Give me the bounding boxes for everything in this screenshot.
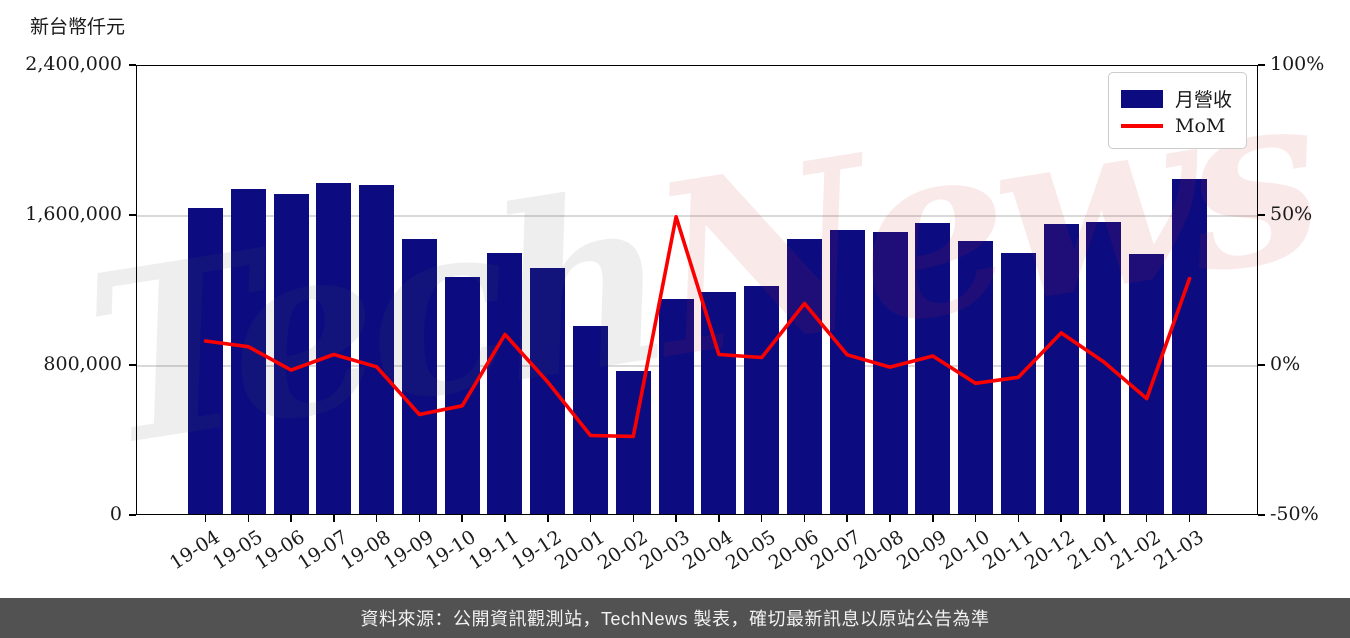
- left-tick-1,600,000: [129, 214, 136, 216]
- x-tick-19-07: [333, 515, 335, 522]
- x-tick-20-01: [589, 515, 592, 522]
- footer-source-text: 資料來源：公開資訊觀測站，TechNews 製表，確切最新訊息以原站公告為準: [360, 609, 990, 629]
- x-tick-19-09: [418, 515, 421, 522]
- bar-19-10: [444, 276, 480, 515]
- bar-20-05: [744, 286, 780, 515]
- right-tick-0%: [1258, 364, 1265, 366]
- bar-21-03: [1172, 179, 1207, 515]
- bar-19-06: [273, 194, 309, 515]
- left-tick-label-1,600,000: 1,600,000: [25, 203, 122, 225]
- x-tick-20-12: [1060, 515, 1062, 522]
- left-tick-label-0: 0: [109, 503, 122, 525]
- legend-label-revenue: 月營收: [1175, 89, 1233, 111]
- x-tick-20-03: [675, 515, 677, 522]
- x-tick-20-05: [760, 515, 763, 522]
- bar-19-11: [487, 252, 523, 515]
- bar-19-08: [359, 185, 395, 515]
- left-tick-0: [129, 514, 136, 516]
- x-tick-21-02: [1145, 515, 1148, 522]
- x-tick-20-10: [974, 515, 977, 522]
- bar-21-02: [1129, 254, 1165, 515]
- footer-source-bar: 資料來源：公開資訊觀測站，TechNews 製表，確切最新訊息以原站公告為準: [0, 598, 1350, 638]
- x-tick-label-text: 19-08: [336, 526, 395, 575]
- bar-20-12: [1043, 224, 1079, 515]
- x-tick-label-text: 20-01: [550, 526, 609, 575]
- left-tick-label-800,000: 800,000: [43, 353, 122, 375]
- x-tick-20-09: [932, 515, 934, 522]
- gridline-800000: [136, 365, 1258, 367]
- right-tick-50%: [1258, 214, 1265, 216]
- x-tick-20-08: [889, 515, 891, 522]
- bar-20-07: [829, 230, 865, 515]
- bar-20-04: [701, 291, 737, 515]
- mom-line-swatch: [1121, 124, 1163, 128]
- x-tick-20-04: [718, 515, 720, 522]
- revenue-bar-swatch: [1121, 89, 1163, 108]
- bar-20-10: [958, 241, 994, 515]
- x-tick-20-06: [803, 515, 806, 522]
- bar-19-04: [188, 207, 223, 515]
- gridline-1600000: [136, 215, 1258, 217]
- x-tick-19-05: [247, 515, 250, 522]
- x-tick-21-01: [1103, 515, 1105, 522]
- left-tick-label-2,400,000: 2,400,000: [25, 53, 122, 75]
- x-tick-19-11: [504, 515, 506, 522]
- bar-21-01: [1086, 221, 1122, 515]
- bar-20-09: [915, 223, 951, 515]
- right-tick--50%: [1258, 514, 1265, 516]
- right-tick-label-100%: 100%: [1270, 53, 1325, 75]
- legend-item-revenue: 月營收: [1121, 85, 1234, 112]
- x-tick-19-10: [461, 515, 463, 522]
- x-tick-label-text: 20-10: [935, 526, 994, 575]
- x-tick-label-text: 21-02: [1106, 526, 1165, 575]
- x-tick-label-text: 20-05: [721, 526, 780, 575]
- left-axis-unit-label: 新台幣仟元: [30, 16, 126, 38]
- x-tick-19-04: [204, 515, 207, 522]
- x-tick-20-11: [1017, 515, 1020, 522]
- bar-20-06: [786, 239, 822, 515]
- x-tick-20-07: [846, 515, 848, 522]
- bar-20-08: [872, 231, 908, 515]
- legend: 月營收 MoM: [1108, 72, 1247, 149]
- left-tick-2,400,000: [129, 64, 136, 66]
- bar-20-02: [615, 370, 651, 515]
- legend-label-mom: MoM: [1175, 115, 1226, 137]
- left-tick-800,000: [129, 364, 136, 366]
- right-tick-label--50%: -50%: [1270, 503, 1319, 525]
- x-tick-19-08: [375, 515, 378, 522]
- x-tick-19-12: [547, 515, 549, 522]
- x-tick-19-06: [290, 515, 292, 522]
- right-tick-label-50%: 50%: [1270, 203, 1313, 225]
- mom-line: [203, 215, 1192, 439]
- x-tick-label-text: 19-04: [165, 526, 224, 575]
- right-tick-label-0%: 0%: [1270, 353, 1301, 375]
- legend-item-mom: MoM: [1121, 115, 1234, 137]
- right-tick-100%: [1258, 64, 1265, 66]
- bar-20-03: [658, 299, 694, 515]
- bar-19-07: [316, 183, 352, 515]
- x-tick-label-text: 21-03: [1149, 526, 1208, 575]
- mom-polyline: [203, 215, 1192, 439]
- bar-19-12: [530, 267, 566, 515]
- x-tick-label-text: 19-12: [507, 526, 566, 575]
- x-tick-21-03: [1188, 515, 1191, 522]
- x-tick-20-02: [632, 515, 635, 522]
- bar-20-11: [1000, 252, 1036, 515]
- bar-19-09: [401, 239, 437, 515]
